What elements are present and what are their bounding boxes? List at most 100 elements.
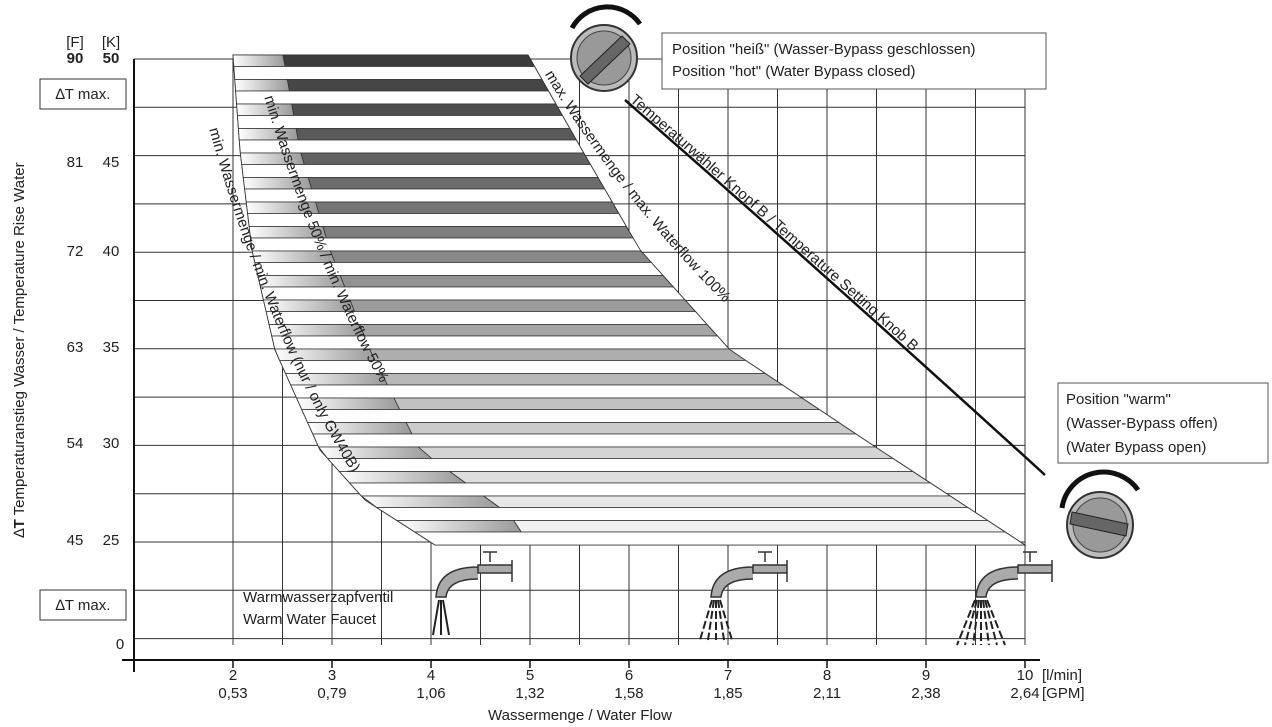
y-tick-k: 50 [103, 50, 120, 67]
x-tick-lmin: 2 [229, 667, 237, 684]
x-tick-lmin: 3 [328, 667, 336, 684]
warm-line: Position "warm" [1066, 391, 1171, 408]
stripe-gap [254, 262, 664, 276]
stripe-gap [301, 409, 841, 423]
warm-line: (Wasser-Bypass offen) [1066, 415, 1218, 432]
stripe-gap [290, 384, 804, 399]
hot-line: Position "hot" (Water Bypass closed) [672, 63, 916, 80]
y-tick-f: 63 [67, 339, 84, 356]
unit-f: [F] [66, 34, 84, 51]
knob-warm [1059, 469, 1141, 559]
warm-line: (Water Bypass open) [1066, 439, 1206, 456]
stripe-bar [393, 397, 821, 410]
zero-label: 0 [116, 636, 124, 653]
stripe-bar [417, 446, 895, 459]
stripe-gap [375, 507, 989, 521]
stripe-fade [338, 471, 467, 484]
faucets [432, 551, 1053, 646]
x-tick-gpm: 0,79 [317, 685, 346, 702]
delta-max-box [39, 589, 127, 621]
stripe-gap [237, 115, 571, 129]
stripe-gap [279, 360, 767, 374]
stripe-gap [260, 286, 686, 301]
stripe-gap [271, 335, 730, 350]
delta-max-top: ∆T max. [56, 86, 111, 103]
hot-box [661, 32, 1047, 90]
x-tick-gpm: 1,58 [614, 685, 643, 702]
stripe-bar [339, 275, 675, 288]
unit-k: [K] [102, 34, 120, 51]
stripe-bar [295, 128, 578, 141]
x-tick-gpm: 2,11 [813, 685, 841, 702]
faucet-label: Warm Water Faucet [243, 611, 377, 628]
water [432, 599, 440, 636]
faucet-label: Warmwasserzapfventil [243, 589, 393, 606]
x-tick-lmin: 9 [922, 667, 930, 684]
y-tick-k: 25 [103, 532, 120, 549]
faucet [975, 551, 1053, 598]
y-tick-k: 40 [103, 243, 120, 260]
knob-hot [569, 4, 643, 92]
y-tick-f: 72 [67, 243, 84, 260]
stripe-gap [312, 433, 877, 448]
y-tick-f: 90 [67, 50, 84, 67]
water [982, 599, 990, 646]
stripe-bar [329, 250, 653, 263]
stripe-bar [300, 152, 592, 165]
y-tick-k: 35 [103, 339, 120, 356]
stripe-bar [448, 471, 932, 484]
x-tick-lmin: 10 [1017, 667, 1034, 684]
y-title-text: Temperaturanstieg Wasser / Temperature R… [11, 162, 28, 515]
stripe-bar [286, 79, 550, 92]
stripe-gap [326, 458, 915, 472]
x-tick-lmin: 5 [526, 667, 534, 684]
stripe-bar [315, 201, 620, 214]
water [699, 599, 713, 641]
stripe-bar [282, 54, 536, 67]
y-tick-k: 30 [103, 435, 120, 452]
warm-box [1057, 382, 1269, 464]
y-title-symbol: ∆ [11, 528, 28, 538]
water [717, 599, 725, 641]
stripe-fade [234, 79, 290, 92]
performance-field [232, 54, 1027, 546]
stripe-bar [405, 422, 858, 435]
x-tick-gpm: 1,06 [416, 685, 445, 702]
stripe-fade [395, 520, 523, 533]
knob-curve [624, 99, 1046, 476]
x-tick-lmin: 4 [427, 667, 435, 684]
stripe-gap [265, 311, 708, 325]
faucet [435, 551, 513, 598]
water [986, 599, 1006, 646]
x-tick-gpm: 1,85 [713, 685, 742, 702]
x-tick-gpm: 1,32 [515, 685, 544, 702]
stripe-bar [291, 103, 564, 116]
stripe-bar [322, 226, 634, 239]
stripe-fade [360, 495, 501, 508]
stripe-fade [232, 54, 286, 67]
faucet [710, 551, 788, 598]
water [442, 599, 450, 636]
hot-line: Position "heiß" (Wasser-Bypass geschloss… [672, 41, 976, 58]
water [707, 599, 715, 641]
x-tick-gpm: 0,53 [218, 685, 247, 702]
water [719, 599, 733, 641]
x-tick-lmin: 6 [625, 667, 633, 684]
x-axis-title: Wassermenge / Water Flow [488, 707, 672, 724]
stripe-bar [381, 373, 784, 386]
water [964, 599, 978, 646]
x-tick-gpm: 2,38 [911, 685, 940, 702]
delta-max-bottom: ∆T max. [56, 597, 111, 614]
x-tick-gpm: 2,64 [1010, 685, 1039, 702]
stripe-gap [413, 531, 1027, 546]
y-axis-title: ∆T Temperaturanstieg Wasser / Temperatur… [11, 162, 28, 537]
water [972, 599, 980, 646]
x-tick-lmin: 8 [823, 667, 831, 684]
stripe-bar [482, 495, 970, 508]
stripe-gap [250, 237, 642, 252]
y-tick-f: 54 [67, 435, 84, 452]
y-title-bold: T [11, 519, 28, 528]
y-tick-f: 81 [67, 154, 84, 171]
stripe-gap [348, 482, 952, 497]
